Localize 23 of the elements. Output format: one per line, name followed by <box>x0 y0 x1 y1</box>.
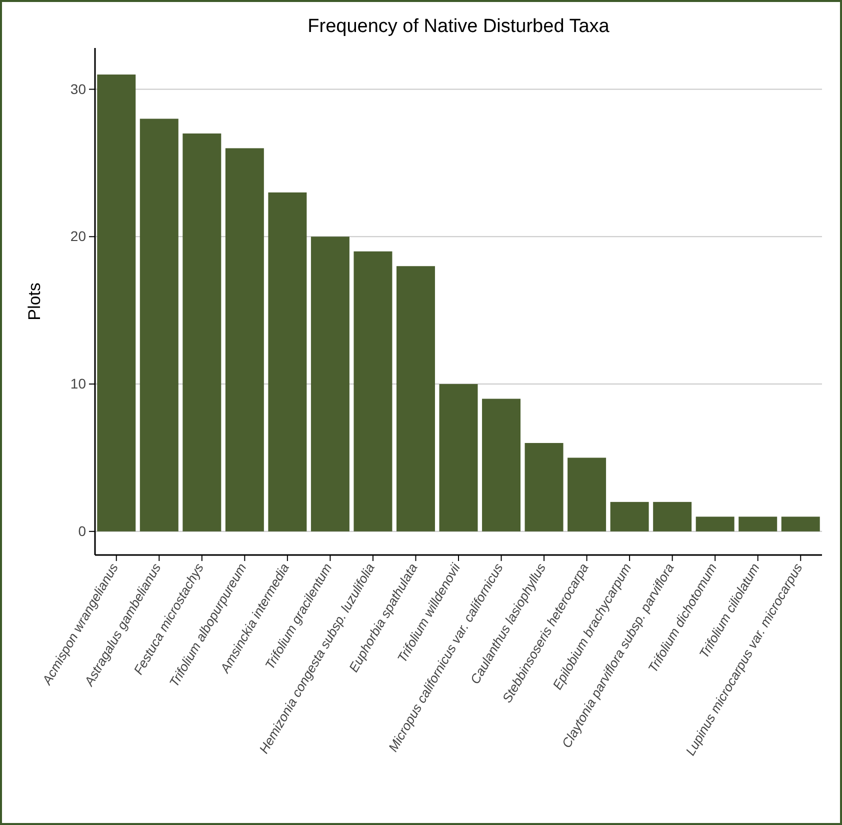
bar <box>738 516 778 532</box>
chart-title: Frequency of Native Disturbed Taxa <box>308 16 610 37</box>
bar <box>140 118 178 532</box>
bar <box>396 266 435 532</box>
bar <box>182 133 222 532</box>
y-tick-label: 10 <box>70 376 86 392</box>
bar <box>354 251 392 532</box>
y-tick-label: 0 <box>78 522 86 539</box>
bar <box>268 192 307 532</box>
y-tick-label: 20 <box>70 228 86 244</box>
bar <box>568 458 606 532</box>
bar <box>653 502 692 532</box>
bar <box>225 148 264 532</box>
y-axis-title: Plots <box>25 282 44 320</box>
bar <box>482 398 521 532</box>
bar <box>610 502 649 532</box>
bar <box>524 442 564 532</box>
bar <box>97 74 136 532</box>
bar <box>696 516 734 532</box>
bar <box>439 384 478 532</box>
y-tick-label: 30 <box>70 80 86 97</box>
bar <box>310 236 350 532</box>
bar <box>781 516 820 532</box>
